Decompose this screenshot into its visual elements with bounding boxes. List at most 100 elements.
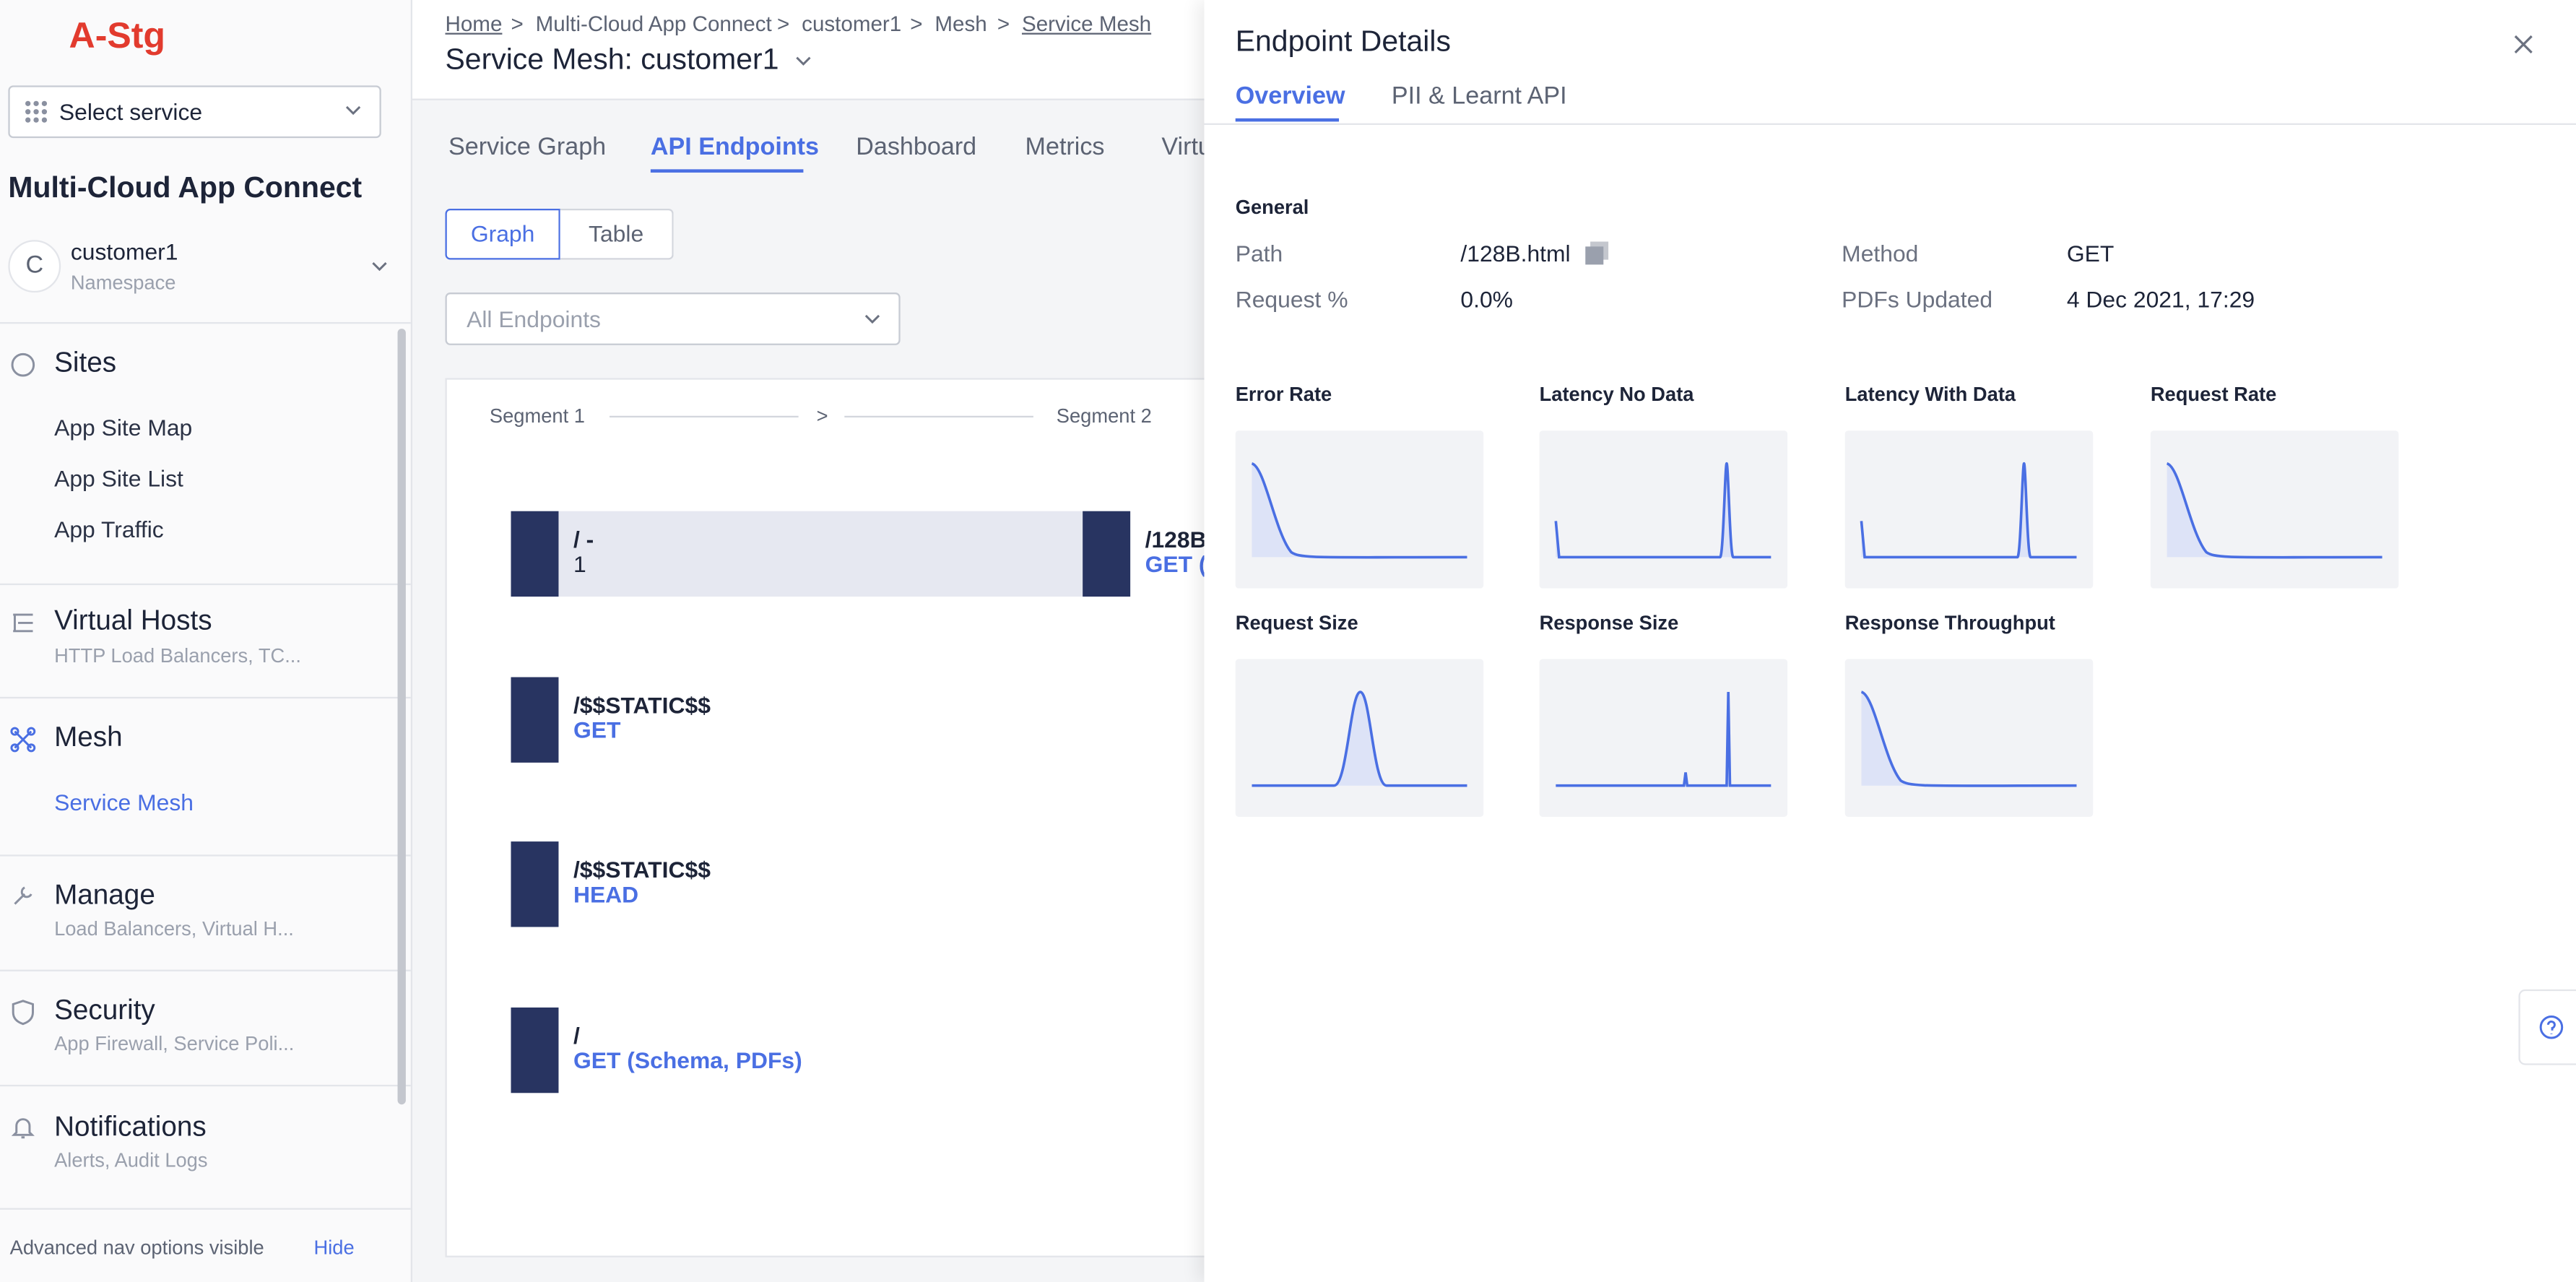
tab-underline: [650, 169, 804, 173]
breadcrumb-sep: >: [777, 11, 790, 37]
sparkline-box: [1235, 659, 1484, 817]
nav-item[interactable]: App Site Map: [54, 414, 193, 441]
node-bar[interactable]: [511, 841, 559, 927]
tab[interactable]: Virtu: [1161, 133, 1212, 162]
node-path: /$$STATIC$$: [573, 856, 711, 883]
chart-title: Response Throughput: [1844, 611, 2055, 635]
mesh-icon: [10, 727, 36, 753]
panel-title: Endpoint Details: [1235, 25, 1451, 58]
nav-subtitle: App Firewall, Service Poli...: [54, 1032, 295, 1055]
node-bar[interactable]: [511, 677, 559, 763]
sparkline-line: [1251, 462, 1467, 559]
nav-item[interactable]: App Site List: [54, 464, 183, 492]
page-title[interactable]: Service Mesh: customer1: [445, 43, 779, 76]
field-label: PDFs Updated: [1842, 285, 1993, 313]
scrollbar[interactable]: [397, 329, 406, 1105]
sparkline-area: [1861, 692, 2077, 786]
nav-section[interactable]: Sites: [54, 347, 117, 378]
sparkline-line: [1556, 691, 1771, 787]
security-icon: [12, 1000, 34, 1026]
field-label: Path: [1235, 240, 1283, 267]
graph-card: [445, 378, 1221, 1257]
breadcrumb[interactable]: Home: [445, 11, 503, 37]
chevron: [345, 105, 361, 116]
footer-text: Advanced nav options visible: [9, 1236, 264, 1260]
namespace-avatar: C: [8, 240, 61, 293]
endpoint-panel: Endpoint Details Overview PII & Learnt A…: [1204, 0, 2576, 1282]
namespace-label: Namespace: [70, 271, 176, 295]
sparkline-area: [2167, 463, 2382, 558]
sparkline: [1556, 691, 1771, 787]
nav-section[interactable]: Mesh: [54, 721, 123, 753]
sparkline-box: [1539, 659, 1788, 817]
namespace-name[interactable]: customer1: [70, 238, 178, 265]
sparkline-box: [1235, 430, 1484, 589]
sparkline: [1251, 462, 1467, 559]
nav-item-active[interactable]: Service Mesh: [54, 789, 194, 815]
sidebar: A-Stg Select service Multi-Cloud App Con…: [0, 0, 412, 1282]
node-bar[interactable]: [511, 511, 559, 597]
chart-title: Latency With Data: [1844, 383, 2016, 407]
sparkline: [1554, 462, 1771, 559]
select-label: Select service: [58, 98, 203, 125]
manage-icon: [14, 886, 32, 905]
sparkline-line: [2166, 462, 2382, 559]
sparkline-line: [1252, 690, 1467, 787]
tab[interactable]: Service Graph: [448, 133, 607, 162]
nav-subtitle: HTTP Load Balancers, TC...: [54, 644, 301, 667]
breadcrumb[interactable]: Mesh: [934, 11, 987, 37]
filter-placeholder: All Endpoints: [467, 306, 601, 332]
sparkline-area: [1252, 692, 1467, 786]
field-value: /128B.html: [1460, 240, 1571, 267]
sparkline-box: [2150, 430, 2399, 589]
node-path: / -: [573, 526, 594, 553]
copy-icon[interactable]: [1584, 240, 1610, 266]
toggle-table[interactable]: Table: [560, 209, 674, 260]
hosts-icon: [13, 613, 33, 633]
endpoint-filter[interactable]: All Endpoints: [445, 293, 901, 345]
hide-link[interactable]: Hide: [313, 1236, 355, 1260]
node-bar[interactable]: [1083, 511, 1131, 597]
node-bar[interactable]: [511, 1007, 559, 1093]
nav-item[interactable]: App Traffic: [54, 516, 164, 542]
tab-active[interactable]: API Endpoints: [650, 133, 820, 162]
divider: [1204, 123, 2576, 125]
panel-tab-active[interactable]: Overview: [1235, 82, 1345, 111]
chart-title: Request Rate: [2150, 383, 2277, 407]
main: Home > Multi-Cloud App Connect > custome…: [412, 0, 1221, 1282]
select-service[interactable]: Select service: [8, 85, 381, 139]
tab[interactable]: Metrics: [1025, 133, 1105, 162]
sparkline: [1252, 690, 1467, 787]
sparkline-box: [1539, 430, 1788, 589]
panel-tab[interactable]: PII & Learnt API: [1391, 82, 1567, 111]
divider: [0, 969, 411, 971]
sparkline-area: [1252, 463, 1467, 558]
node-method: GET: [573, 716, 621, 743]
nav-section[interactable]: Manage: [54, 879, 155, 911]
nav-section[interactable]: Security: [54, 994, 155, 1026]
tab[interactable]: Dashboard: [856, 133, 977, 162]
divider: [0, 696, 411, 699]
breadcrumb[interactable]: Service Mesh: [1021, 11, 1152, 37]
breadcrumb[interactable]: Multi-Cloud App Connect: [535, 11, 772, 37]
divider: [0, 854, 411, 857]
segment-label: Segment 2: [1056, 404, 1152, 428]
segment-label: Segment 1: [489, 404, 585, 428]
node-method: GET (Schema, PDFs): [573, 1047, 802, 1073]
sparkline-line: [1860, 690, 2077, 787]
nav-section[interactable]: Notifications: [54, 1111, 207, 1143]
close-button[interactable]: [2514, 35, 2533, 54]
chevron: [372, 262, 387, 272]
help-button[interactable]: [2518, 989, 2576, 1065]
sparkline-box: [1844, 659, 2094, 817]
grid-icon: [25, 100, 48, 123]
nav-section[interactable]: Virtual Hosts: [54, 605, 212, 636]
chevron: [796, 56, 811, 66]
header: [412, 0, 1205, 99]
breadcrumb[interactable]: customer1: [802, 11, 902, 37]
chart-title: Latency No Data: [1539, 383, 1694, 407]
brand: A-Stg: [69, 14, 165, 56]
toggle-graph[interactable]: Graph: [445, 209, 560, 260]
